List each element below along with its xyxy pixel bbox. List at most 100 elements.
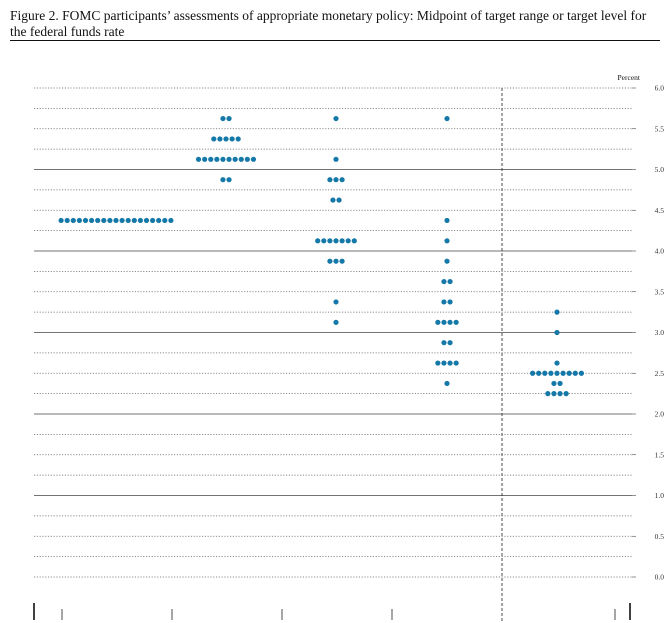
participant-dot: [137, 217, 143, 224]
participant-dot: [150, 217, 156, 224]
participant-dot: [101, 217, 107, 224]
participant-dot: [551, 380, 557, 387]
participant-dot: [58, 217, 64, 224]
participant-dot: [220, 177, 226, 183]
participant-dot: [333, 299, 339, 305]
participant-dot: [333, 115, 339, 122]
participant-dot: [557, 391, 563, 397]
participant-dot: [107, 217, 113, 224]
participant-dot: [229, 136, 235, 142]
participant-dot: [64, 217, 70, 224]
title-rule: [10, 40, 660, 41]
participant-dot: [444, 115, 450, 122]
participant-dot: [244, 156, 250, 162]
participant-dot: [441, 360, 447, 366]
participant-dot: [195, 156, 202, 162]
participant-dot: [220, 115, 226, 122]
figure-title: Figure 2. FOMC participants’ assessments…: [10, 8, 647, 39]
participant-dot: [327, 177, 333, 183]
participant-dot: [548, 370, 554, 376]
participant-dot: [578, 370, 585, 376]
y-tick-label: 5.0: [655, 165, 665, 174]
participant-dot: [235, 136, 241, 142]
participant-dot: [339, 258, 345, 264]
participant-dot: [563, 391, 569, 397]
y-axis-unit-label: Percent: [618, 73, 641, 82]
y-tick-label: 1.5: [655, 450, 665, 459]
participant-dot: [441, 340, 447, 346]
participant-dot: [441, 319, 447, 325]
participant-dot: [315, 238, 321, 244]
participant-dot: [327, 258, 333, 264]
participant-dot: [333, 319, 339, 325]
participant-dot: [444, 258, 450, 264]
participant-dot: [95, 217, 101, 224]
y-tick-label: 4.0: [655, 247, 665, 256]
participant-dot: [250, 156, 257, 162]
y-tick-label: 0.0: [655, 573, 665, 582]
grid-lines: [34, 87, 632, 578]
participant-dot: [444, 238, 450, 244]
participant-dot: [554, 329, 560, 336]
y-tick-label: 4.5: [655, 206, 665, 215]
participant-dot: [560, 370, 566, 376]
participant-dot: [333, 177, 339, 183]
participant-dot: [330, 197, 336, 203]
participant-dot: [554, 309, 560, 315]
participant-dot: [435, 319, 441, 325]
participant-dot: [226, 156, 232, 162]
participant-dot: [530, 370, 536, 376]
participant-dot: [441, 299, 447, 305]
y-tick-label: 1.0: [655, 491, 665, 500]
participant-dot: [76, 217, 82, 224]
participant-dot: [542, 370, 548, 376]
participant-dot: [214, 156, 220, 162]
participant-dot: [119, 217, 125, 224]
axes: 0.0 0.5 1.0 1.5 2.0 2.5 3.0 3.5 4.0 4.5 5.0 5.5 6.0: [33, 84, 665, 623]
participant-dot: [444, 217, 450, 224]
participant-dot: [220, 156, 226, 162]
participant-dot: [223, 136, 229, 142]
participant-dot: [208, 156, 214, 162]
participant-dot: [217, 136, 223, 142]
participant-dot: [554, 370, 560, 376]
participant-dot: [557, 380, 563, 387]
participant-dot: [143, 217, 150, 224]
participant-dot: [232, 156, 238, 162]
participant-dot: [339, 238, 345, 244]
participant-dot: [168, 217, 174, 224]
participant-dot: [536, 370, 542, 376]
participant-dot: [572, 370, 578, 376]
y-tick-label: 0.5: [655, 532, 665, 541]
participant-dot: [238, 156, 244, 162]
participant-dot: [226, 115, 232, 122]
participant-dot: [566, 370, 572, 376]
participant-dot: [339, 177, 345, 183]
participant-dot: [131, 217, 137, 224]
participant-dot: [125, 217, 131, 224]
participant-dot: [336, 197, 342, 203]
participant-dot: [211, 136, 217, 142]
participant-dot: [435, 360, 441, 366]
participant-dot: [554, 360, 560, 366]
participant-dot: [321, 238, 327, 244]
y-tick-label: 6.0: [655, 84, 665, 93]
participant-dot: [82, 217, 89, 224]
participant-dot: [453, 360, 459, 366]
participant-dot: [202, 156, 208, 162]
participant-dot: [447, 340, 453, 346]
participant-dot: [89, 217, 95, 224]
participant-dot: [545, 391, 551, 397]
participant-dot: [441, 278, 447, 285]
y-tick-label: 3.0: [655, 328, 665, 337]
participant-dot: [447, 278, 453, 285]
participant-dot: [162, 217, 168, 224]
participant-dot: [453, 319, 459, 325]
participant-dot: [113, 217, 119, 224]
participant-dot: [156, 217, 162, 224]
participant-dot: [447, 299, 453, 305]
participant-dot: [345, 238, 351, 244]
participant-dot: [351, 238, 357, 244]
participant-dot: [551, 391, 557, 397]
